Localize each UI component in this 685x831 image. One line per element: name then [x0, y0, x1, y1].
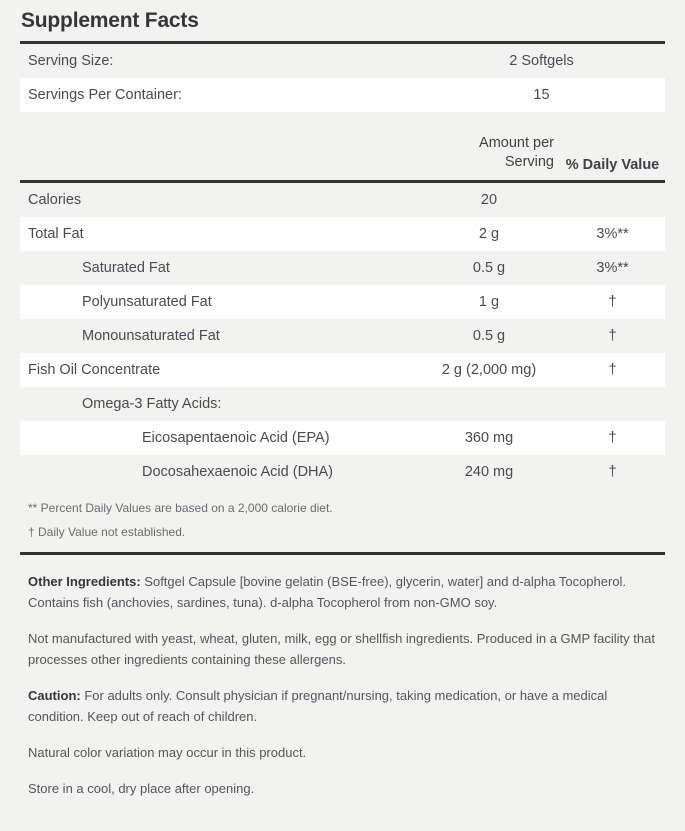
serving-info-section: Serving Size: 2 Softgels Servings Per Cont…: [0, 44, 685, 112]
table-top-divider: [20, 179, 665, 183]
note-body: Natural color variation may occur in thi…: [28, 744, 307, 760]
column-header-amount-per-serving: Amount per Serving: [424, 134, 560, 173]
nutrient-row: Fish Oil Concentrate 2 g (2,000 mg) †: [20, 352, 665, 387]
column-header-daily-value: % Daily Value: [565, 156, 660, 173]
nutrient-daily-value: †: [608, 429, 617, 446]
nutrient-amount: 360 mg: [464, 429, 514, 446]
nutrient-label: Saturated Fat: [82, 259, 170, 276]
serving-row-label: Servings Per Container:: [28, 87, 182, 103]
nutrient-label: Calories: [28, 191, 82, 208]
serving-row-label: Serving Size:: [28, 53, 114, 69]
note-body: Store in a cool, dry place after opening…: [28, 780, 255, 796]
nutrient-amount: 240 mg: [464, 463, 514, 480]
footnotes-divider: [20, 551, 665, 555]
nutrient-row: Eicosapentaenoic Acid (EPA) 360 mg †: [20, 420, 665, 455]
title-divider: [20, 41, 665, 44]
nutrient-daily-value: †: [608, 327, 617, 344]
additional-notes-section: Other Ingredients: Softgel Capsule [bovi…: [20, 555, 665, 814]
note-paragraph: Not manufactured with yeast, wheat, glut…: [20, 628, 665, 685]
note-paragraph: Caution: For adults only. Consult physic…: [20, 685, 665, 742]
note-lead-in: Other Ingredients:: [28, 573, 141, 589]
nutrient-label: Fish Oil Concentrate: [28, 361, 161, 378]
nutrient-amount: 0.5 g: [472, 327, 506, 344]
amount-per-line2: Serving: [504, 154, 554, 171]
nutrient-row: Omega-3 Fatty Acids:: [20, 387, 665, 421]
nutrient-amount: 2 g (2,000 mg): [441, 361, 537, 378]
footnote: † Daily Value not established.: [28, 524, 186, 539]
nutrient-label: Docosahexaenoic Acid (DHA): [142, 463, 334, 480]
nutrient-row: Docosahexaenoic Acid (DHA) 240 mg †: [20, 455, 665, 489]
nutrient-amount: 20: [480, 191, 498, 208]
nutrient-row: Saturated Fat 0.5 g 3%**: [20, 251, 665, 285]
nutrient-row: Calories 20: [20, 183, 665, 217]
nutrient-amount: 1 g: [478, 293, 500, 310]
nutrient-daily-value: †: [608, 293, 617, 310]
footnote: ** Percent Daily Values are based on a 2…: [28, 500, 333, 515]
column-headers: Amount per Serving % Daily Value: [20, 112, 665, 180]
nutrient-daily-value: 3%**: [596, 259, 629, 276]
nutrient-label: Omega-3 Fatty Acids:: [82, 395, 222, 412]
nutrient-row: Total Fat 2 g 3%**: [20, 216, 665, 251]
serving-row-value: 15: [533, 87, 550, 103]
nutrient-daily-value: 3%**: [596, 225, 629, 242]
footnotes-section: ** Percent Daily Values are based on a 2…: [20, 489, 665, 549]
nutrient-label: Total Fat: [28, 225, 84, 242]
nutrient-daily-value: †: [608, 463, 617, 480]
serving-row-value: 2 Softgels: [509, 53, 574, 69]
serving-row: Serving Size: 2 Softgels: [20, 44, 665, 78]
note-lead-in: Caution:: [28, 687, 81, 703]
note-body: Not manufactured with yeast, wheat, glut…: [28, 630, 655, 667]
page-title: Supplement Facts: [21, 9, 199, 32]
nutrient-label: Monounsaturated Fat: [82, 327, 220, 344]
nutrient-label: Eicosapentaenoic Acid (EPA): [142, 429, 330, 446]
serving-row: Servings Per Container: 15: [20, 78, 665, 112]
note-paragraph: Store in a cool, dry place after opening…: [20, 778, 665, 814]
nutrient-row: Polyunsaturated Fat 1 g †: [20, 284, 665, 319]
note-paragraph: Other Ingredients: Softgel Capsule [bovi…: [20, 571, 665, 628]
nutrient-daily-value: †: [608, 361, 617, 378]
note-body: Softgel Capsule [bovine gelatin (BSE-fre…: [28, 573, 627, 610]
nutrient-label: Polyunsaturated Fat: [82, 293, 212, 310]
nutrient-amount: 0.5 g: [472, 259, 506, 276]
nutrient-row: Monounsaturated Fat 0.5 g †: [20, 319, 665, 353]
nutrient-table: Calories 20 Total Fat 2 g 3%** Saturated Fat 0…: [0, 183, 685, 489]
note-paragraph: Natural color variation may occur in thi…: [20, 742, 665, 778]
amount-per-line1: Amount per: [479, 135, 554, 151]
note-body: For adults only. Consult physician if pr…: [28, 687, 608, 724]
nutrient-amount: 2 g: [478, 225, 500, 242]
